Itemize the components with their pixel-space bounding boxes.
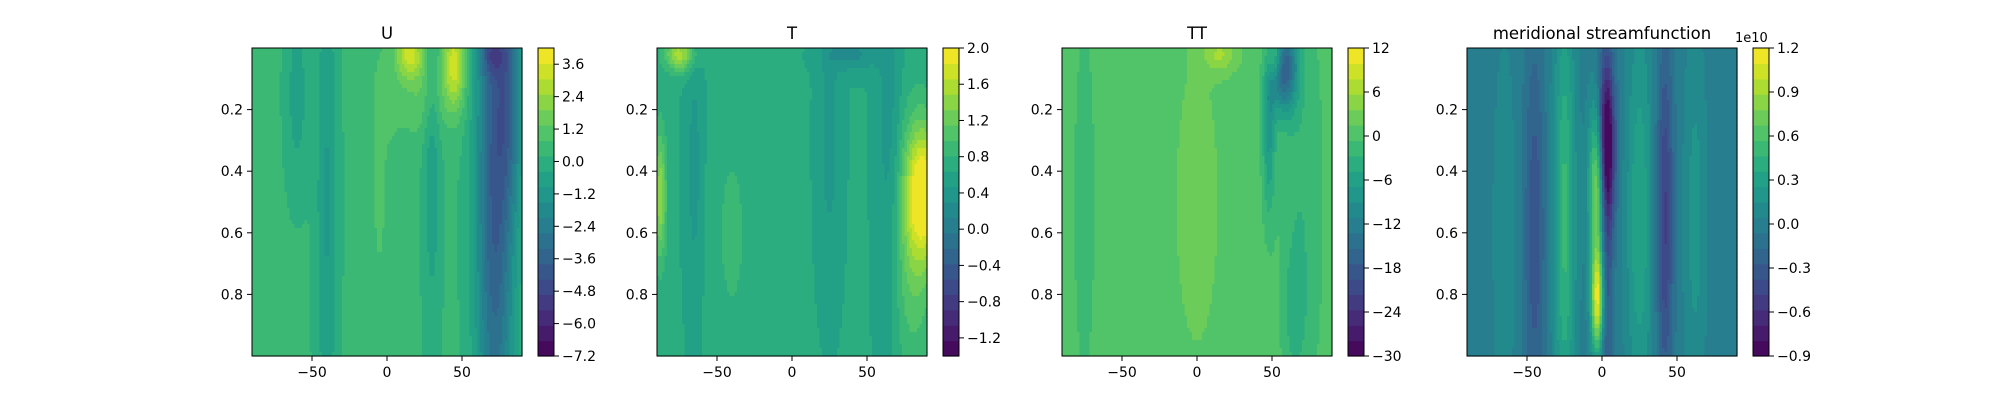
contour-field xyxy=(252,48,523,357)
subplot-1: U−50 0 500.20.40.60.8−7.2−6.0−4.8−3.6−2.4−… xyxy=(221,24,596,381)
